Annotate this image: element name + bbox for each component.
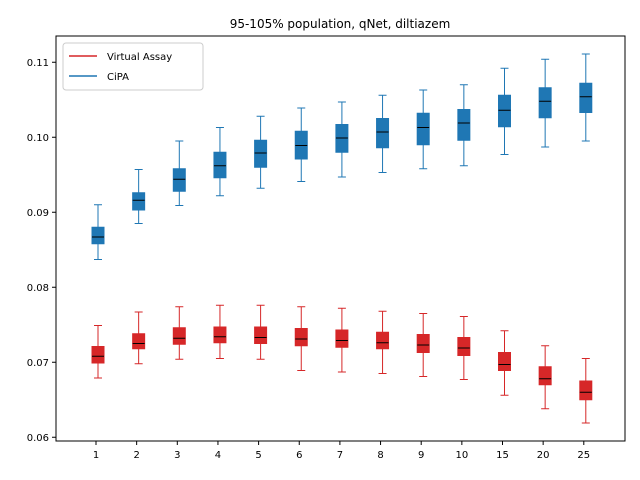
x-tick-label: 15: [496, 450, 509, 461]
x-tick-label: 7: [337, 450, 343, 461]
chart-title: 95-105% population, qNet, diltiazem: [230, 17, 451, 31]
box-body: [498, 352, 511, 371]
legend-label-0: Virtual Assay: [107, 52, 172, 63]
legend-label-1: CiPA: [107, 72, 129, 83]
box-0-2: [172, 306, 186, 360]
x-tick-label: 3: [174, 450, 180, 461]
y-tick-label: 0.10: [27, 133, 49, 144]
box-1-1: [132, 169, 146, 224]
series-0: [91, 304, 593, 424]
box-1-5: [294, 107, 308, 182]
box-1-9: [457, 84, 471, 167]
box-body: [213, 151, 227, 179]
box-body: [457, 337, 471, 356]
box-0-7: [376, 310, 390, 374]
x-tick-label: 6: [296, 450, 302, 461]
box-0-3: [213, 304, 227, 359]
x-tick-label: 4: [215, 450, 221, 461]
legend-frame: [62, 42, 204, 91]
y-tick-label: 0.06: [27, 433, 49, 444]
x-tick-label: 20: [537, 450, 550, 461]
box-body: [376, 331, 390, 350]
box-1-10: [498, 67, 511, 155]
box-body: [457, 109, 471, 141]
series-1: [91, 53, 593, 260]
y-tick-label: 0.08: [27, 283, 49, 294]
y-tick-label: 0.07: [27, 358, 49, 369]
x-tick-label: 10: [455, 450, 468, 461]
box-body: [416, 334, 430, 353]
box-1-6: [335, 101, 349, 178]
box-body: [579, 82, 593, 113]
box-1-11: [538, 58, 552, 148]
box-body: [254, 139, 268, 168]
plot-area: [91, 53, 593, 424]
box-body: [376, 118, 390, 149]
axes: 0.06 0.07 0.08 0.09 0.10 0.11 1 2 3 4 5 6 7 8 9 10 15 20 2…: [27, 35, 626, 461]
x-tick-label: 25: [577, 450, 590, 461]
box-body: [132, 333, 146, 350]
box-body: [91, 226, 105, 245]
box-1-0: [91, 204, 105, 260]
legend: Virtual Assay CiPA: [62, 42, 204, 91]
box-body: [538, 366, 552, 386]
box-1-4: [254, 115, 268, 189]
x-tick-label: 1: [93, 450, 99, 461]
box-1-3: [213, 127, 227, 197]
box-body: [416, 112, 430, 146]
box-body: [132, 192, 146, 211]
box-0-9: [457, 316, 471, 380]
box-body: [213, 326, 227, 344]
x-tick-label: 8: [377, 450, 383, 461]
box-1-7: [376, 94, 390, 173]
box-body: [498, 94, 511, 128]
box-body: [538, 87, 552, 119]
box-body: [254, 326, 268, 344]
y-tick-label: 0.09: [27, 208, 49, 219]
box-body: [91, 346, 105, 364]
box-body: [172, 168, 186, 192]
box-0-11: [538, 345, 552, 410]
box-0-0: [91, 325, 105, 379]
x-tick-label: 5: [255, 450, 261, 461]
box-0-4: [254, 304, 268, 360]
box-0-12: [579, 358, 593, 424]
box-0-10: [498, 330, 511, 396]
x-tick-label: 2: [133, 450, 139, 461]
box-0-6: [335, 307, 349, 373]
box-body: [335, 329, 349, 348]
axes-frame: [55, 35, 626, 442]
box-body: [579, 380, 593, 401]
box-0-1: [132, 311, 146, 365]
box-1-2: [172, 140, 186, 206]
box-body: [172, 327, 186, 345]
box-0-8: [416, 313, 430, 377]
box-0-5: [294, 306, 308, 371]
box-body: [294, 328, 308, 347]
box-1-12: [579, 53, 593, 142]
x-tick-label: 9: [418, 450, 424, 461]
box-1-8: [416, 89, 430, 170]
y-tick-label: 0.11: [27, 58, 49, 69]
